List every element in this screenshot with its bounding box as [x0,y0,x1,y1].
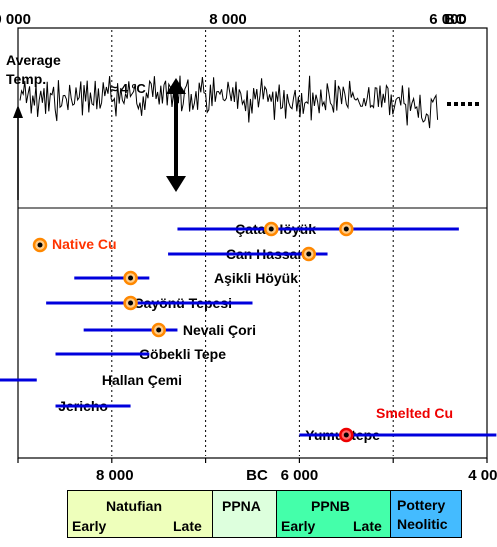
bottom-axis-tick-label: 6 000 [281,467,319,484]
top-axis-unit: BC [444,11,466,28]
smelted-cu-marker-center [343,432,349,438]
smelted-cu-label: Smelted Cu [376,405,453,421]
period-pottery-line1: Pottery [397,497,446,513]
site-row: Jericho [55,398,131,414]
period-natufian-name: Natufian [106,498,162,514]
native-cu-marker-center [343,226,349,232]
site-row: Cayönü Tepesi [46,295,253,311]
period-natufian-late: Late [173,518,202,534]
top-axis-tick-label: 8 000 [209,11,247,28]
top-axis-tick-label: 6 000 [429,11,467,28]
site-label: Nevali Çori [183,322,256,338]
y-arrow [13,105,23,200]
site-row: Hallan Çemi [0,372,182,388]
site-row: Can Hassan [168,246,328,262]
period-ppna: PPNA [212,490,277,538]
site-label: Göbekli Tepe [139,346,226,362]
period-ppnb: PPNB Early Late [276,490,391,538]
native-cu-marker-center [306,251,312,257]
bottom-axis-tick-label: 8 000 [96,467,134,484]
period-pottery-neolitic: Pottery Neolitic [390,490,462,538]
temperature-ylabel-line1: Average [6,52,61,68]
period-pottery-line2: Neolitic [397,516,448,532]
site-row: Yumuktepe [299,427,497,443]
period-ppnb-name: PPNB [311,498,350,514]
top-axis-tick-label: 10 000 [0,11,31,28]
native-cu-marker-center [156,327,162,333]
period-natufian-early: Early [72,518,107,534]
period-ppnb-early: Early [281,518,316,534]
native-cu-marker-center [128,275,134,281]
site-row: Çatal Höyük [177,221,459,237]
native-cu-legend: Native Cu [32,236,117,253]
native-cu-legend-label: Native Cu [52,236,117,252]
bottom-axis-tick-label: 4 000 [468,467,497,484]
plot-frame [17,27,488,459]
site-row: Göbekli Tepe [55,346,226,362]
temperature-series-line [19,75,439,129]
site-label: Aşikli Höyük [214,270,298,286]
native-cu-marker-center [128,300,134,306]
temperature-ylabel-line2: Temp. [6,71,46,87]
period-ppnb-late: Late [353,518,382,534]
site-row: Aşikli Höyük [74,270,298,286]
site-label: Hallan Çemi [102,372,182,388]
site-timeline-bars: Çatal Höyük Can Hassan Aşikli Höyük Cayönü … [0,221,497,443]
vertical-gridlines [17,30,394,456]
bottom-axis-unit: BC [246,467,268,484]
period-ppna-name: PPNA [222,498,261,514]
native-cu-marker-center [268,226,274,232]
site-row: Nevali Çori [83,322,256,338]
period-natufian: Natufian Early Late [67,490,213,538]
